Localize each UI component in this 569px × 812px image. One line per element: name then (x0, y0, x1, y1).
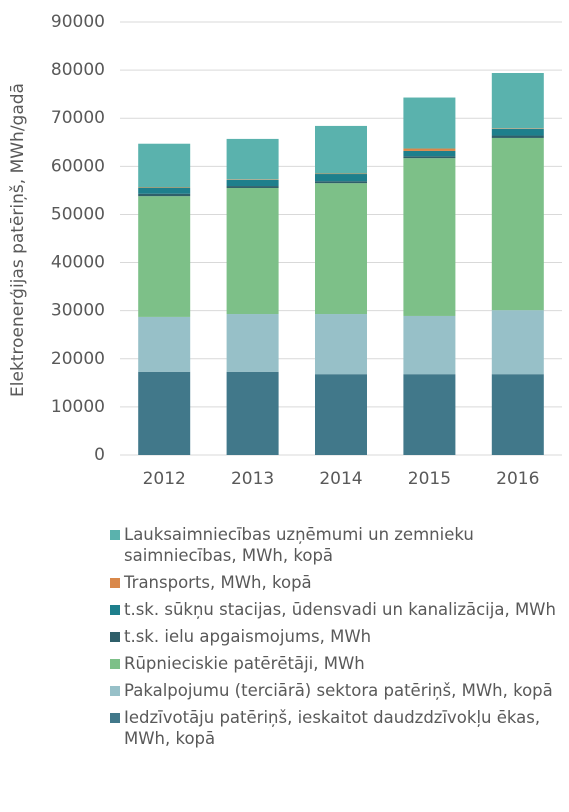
y-tick-label: 50000 (51, 204, 105, 224)
bar-segment (315, 181, 367, 184)
legend-swatch (110, 605, 120, 615)
bar-segment (315, 174, 367, 182)
legend-item: Iedzīvotāju patēriņš, ieskaitot daudzdzī… (110, 707, 560, 749)
y-tick-label: 70000 (51, 108, 105, 128)
legend-swatch (110, 530, 120, 540)
bar-segment (315, 183, 367, 315)
legend-label: Pakalpojumu (terciārā) sektora patēriņš,… (124, 681, 553, 700)
bar-segment (491, 135, 544, 138)
bar-segment (226, 138, 279, 180)
y-axis-label: Elektroenerģijas patēriņš, MWh/gadā (8, 83, 28, 397)
bar-segment (403, 148, 456, 151)
bar-segment (315, 374, 367, 455)
y-tick-label: 90000 (51, 12, 105, 32)
y-tick-label: 80000 (51, 60, 105, 80)
legend-label: Rūpnieciskie patērētāji, MWh (124, 654, 365, 673)
legend-item: t.sk. sūkņu stacijas, ūdensvadi un kanal… (110, 599, 560, 620)
bar-segment (138, 196, 191, 317)
bar-segment (226, 186, 279, 188)
bar-segment (138, 316, 191, 372)
y-tick-label: 20000 (51, 349, 105, 369)
y-tick-label: 40000 (51, 253, 105, 273)
y-tick-label: 10000 (51, 397, 105, 417)
legend-item: t.sk. ielu apgaismojums, MWh (110, 626, 560, 647)
legend-item: Rūpnieciskie patērētāji, MWh (110, 653, 560, 674)
bar-segment (403, 158, 456, 316)
legend-swatch (110, 659, 120, 669)
x-tick-label: 2016 (496, 469, 539, 489)
y-tick-label: 60000 (51, 156, 105, 176)
chart: Elektroenerģijas patēriņš, MWh/gadā 0 100… (8, 12, 562, 489)
bar-segment (491, 137, 544, 311)
legend-label: Lauksaimniecības uzņēmumi un zemnieku sa… (124, 525, 474, 565)
bar-segment (491, 310, 544, 375)
bar-segment (226, 187, 279, 315)
legend-label: Transports, MWh, kopā (124, 573, 312, 592)
bar-segment (138, 187, 191, 194)
x-tick-label: 2013 (231, 469, 274, 489)
bar-segment (403, 156, 456, 159)
bar-segment (138, 193, 191, 197)
legend: Lauksaimniecības uzņēmumi un zemnieku sa… (110, 524, 560, 755)
bar-segment (491, 72, 544, 129)
y-tick-label: 0 (94, 445, 105, 465)
legend-label: t.sk. sūkņu stacijas, ūdensvadi un kanal… (124, 600, 556, 619)
bar-segment (226, 371, 279, 455)
legend-swatch (110, 686, 120, 696)
legend-item: Transports, MWh, kopā (110, 572, 560, 593)
bar-segment (226, 179, 279, 187)
bar-segment (403, 374, 456, 455)
x-tick-label: 2012 (143, 469, 186, 489)
y-tick-label: 30000 (51, 301, 105, 321)
x-tick-label: 2015 (408, 469, 451, 489)
bar-segment (491, 374, 544, 455)
legend-swatch (110, 713, 120, 723)
x-tick-label: 2014 (319, 469, 362, 489)
bar-segment (315, 125, 367, 174)
legend-swatch (110, 632, 120, 642)
bar-segment (403, 97, 456, 149)
bar-segment (315, 314, 367, 375)
bar-segment (403, 315, 456, 375)
legend-swatch (110, 578, 120, 588)
bar-segment (491, 128, 544, 136)
bar-segment (138, 371, 191, 455)
legend-item: Lauksaimniecības uzņēmumi un zemnieku sa… (110, 524, 560, 566)
legend-label: Iedzīvotāju patēriņš, ieskaitot daudzdzī… (124, 708, 541, 748)
bar-segment (403, 150, 456, 157)
legend-item: Pakalpojumu (terciārā) sektora patēriņš,… (110, 680, 560, 701)
legend-label: t.sk. ielu apgaismojums, MWh (124, 627, 372, 646)
bar-segment (138, 143, 191, 188)
bar-segment (226, 314, 279, 372)
